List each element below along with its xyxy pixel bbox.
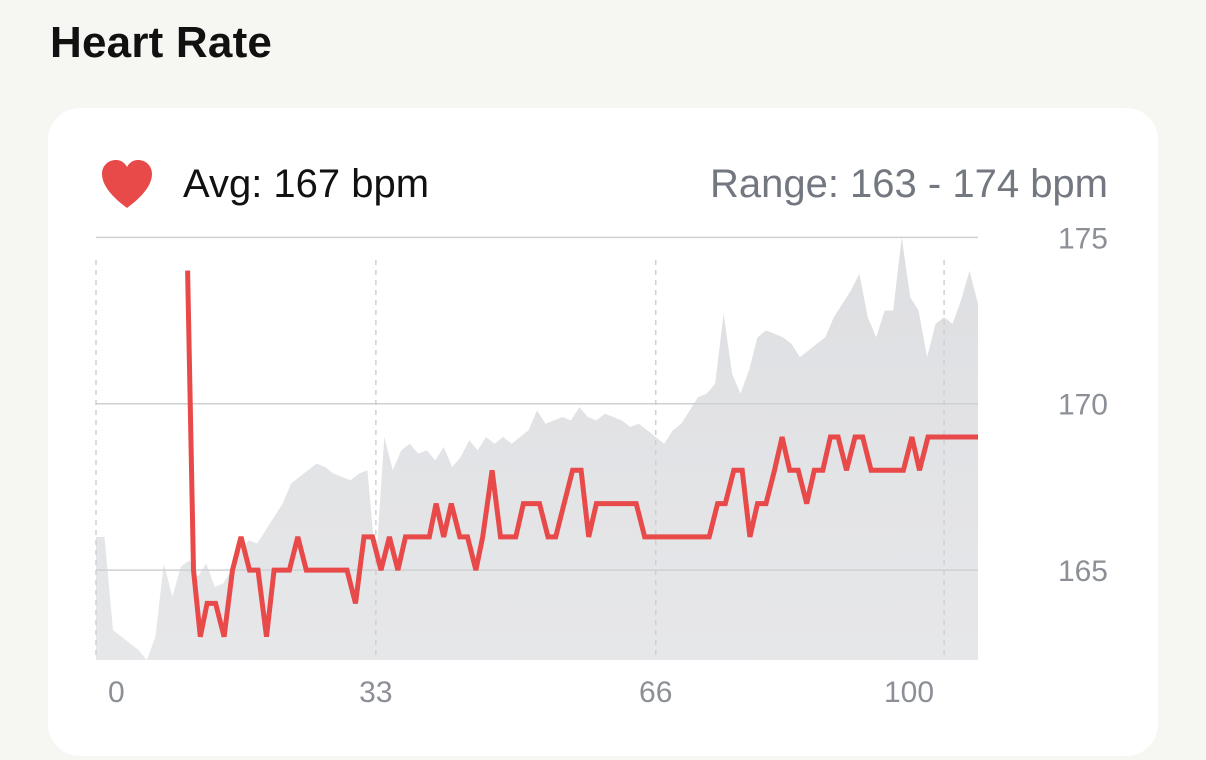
x-tick-label: 100 — [884, 676, 934, 709]
x-tick-label: 33 — [359, 676, 392, 709]
y-tick-label: 165 — [1058, 555, 1108, 588]
heart-rate-range: Range: 163 - 174 bpm — [709, 162, 1108, 206]
x-tick-label: 0 — [108, 676, 125, 709]
y-tick-label: 175 — [1058, 222, 1108, 255]
heart-icon — [102, 160, 152, 208]
y-tick-label: 170 — [1058, 389, 1108, 422]
x-tick-label: 66 — [639, 676, 672, 709]
heart-rate-range-area — [96, 237, 978, 661]
average-heart-rate: Avg: 167 bpm — [183, 162, 430, 206]
heart-icon-shape — [102, 160, 152, 208]
heart-rate-line — [185, 270, 978, 638]
page-title: Heart Rate — [50, 18, 273, 67]
